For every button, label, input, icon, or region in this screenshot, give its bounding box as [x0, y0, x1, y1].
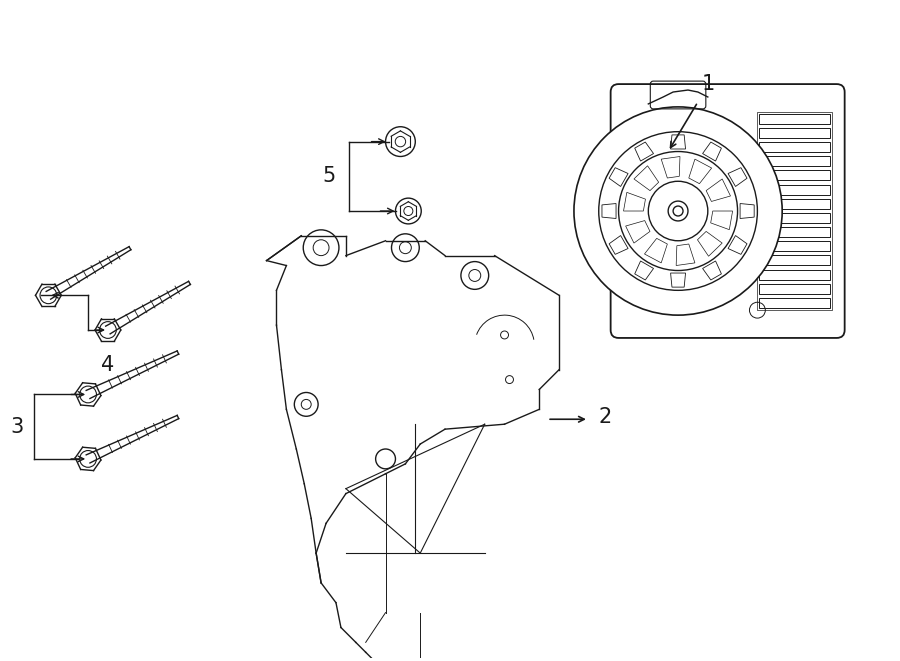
Bar	[760, 270, 830, 280]
Bar	[760, 284, 830, 293]
Text: 1: 1	[701, 74, 715, 94]
Text: 4: 4	[102, 355, 114, 375]
Bar	[760, 171, 830, 180]
Text: 3: 3	[11, 417, 23, 437]
Bar	[760, 227, 830, 237]
Bar	[760, 184, 830, 194]
Bar	[760, 199, 830, 209]
Circle shape	[673, 206, 683, 216]
Bar	[758, 112, 832, 310]
Text: 2: 2	[598, 407, 612, 427]
Bar	[760, 213, 830, 223]
Bar	[760, 114, 830, 124]
Bar	[760, 256, 830, 266]
Bar	[760, 298, 830, 308]
Bar	[760, 157, 830, 167]
Bar	[760, 128, 830, 138]
Text: 5: 5	[323, 167, 336, 186]
Bar	[760, 142, 830, 152]
Bar	[760, 241, 830, 251]
Circle shape	[574, 107, 782, 315]
